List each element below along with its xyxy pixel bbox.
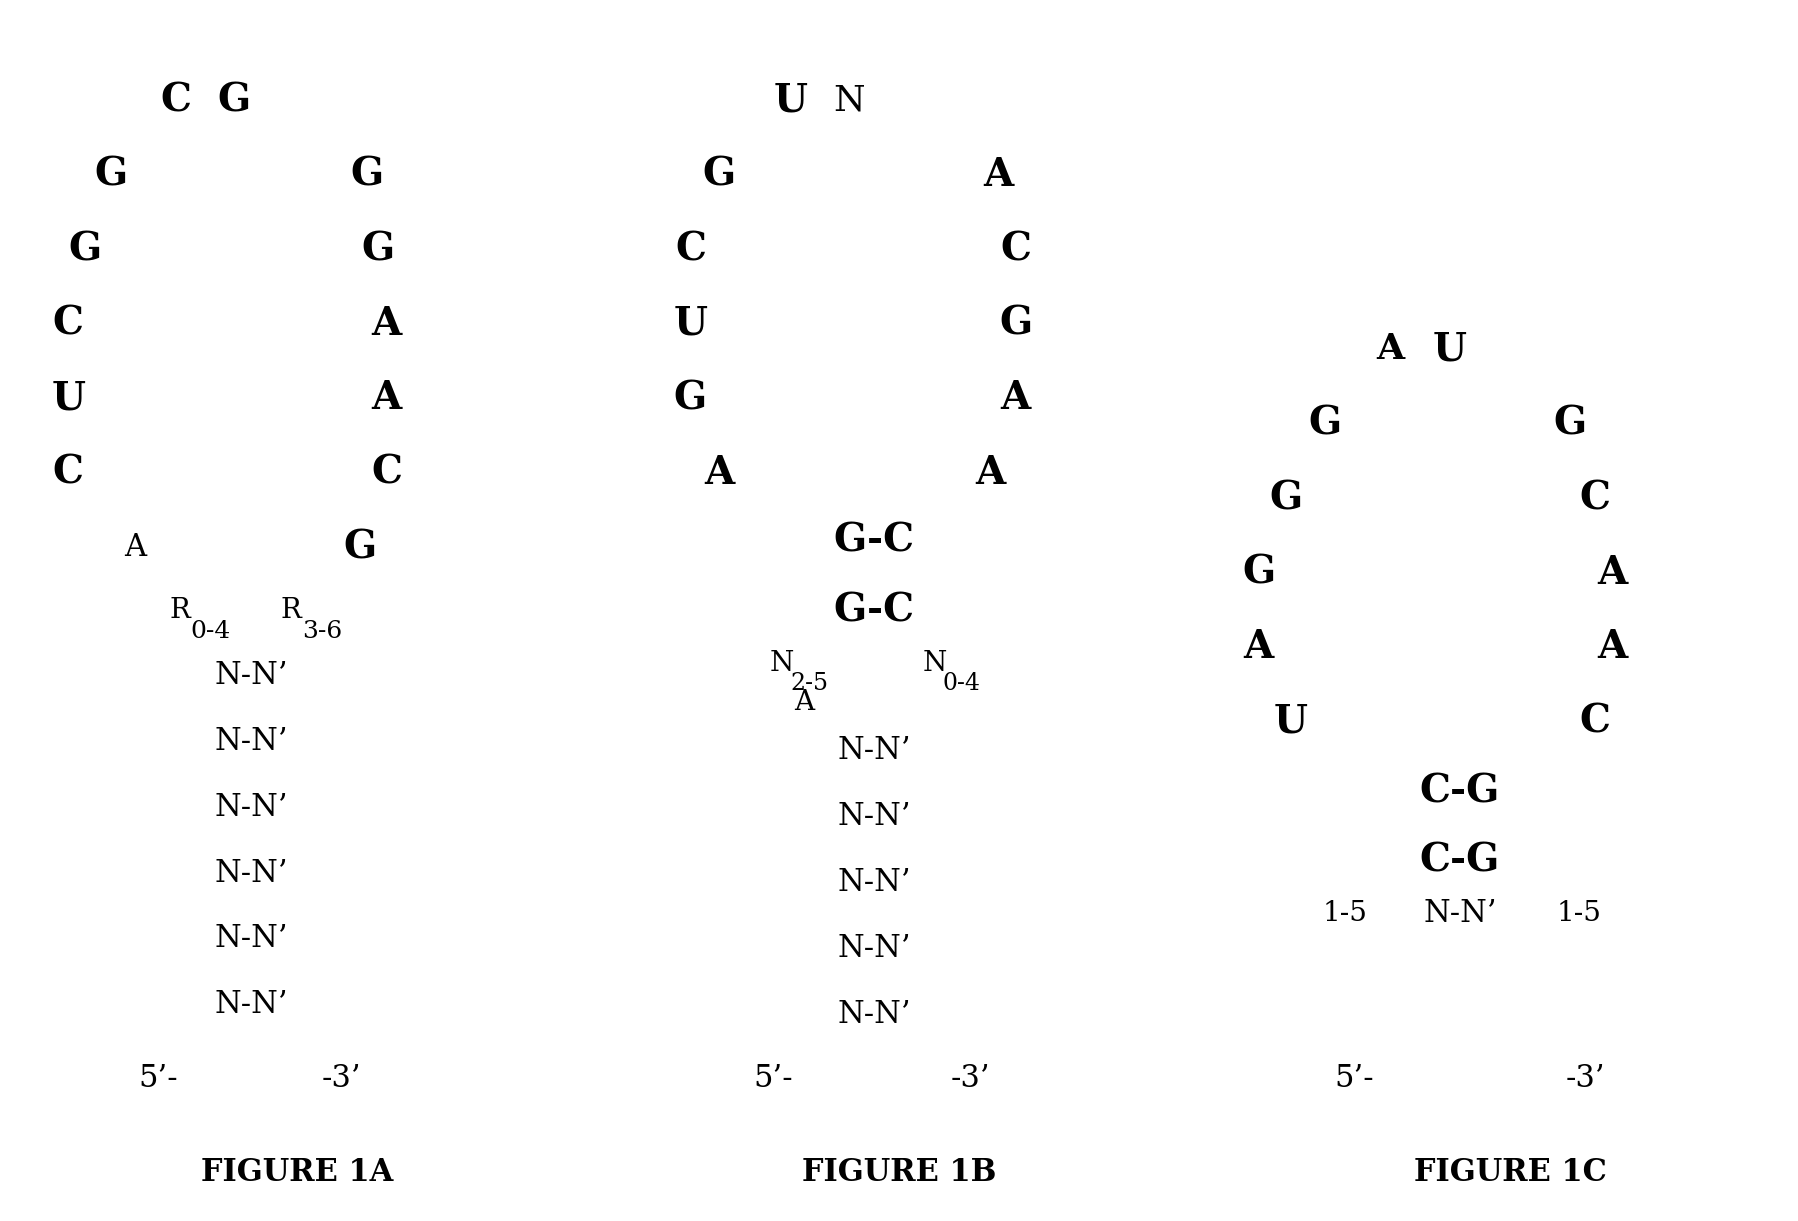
Text: N-N’: N-N’: [838, 999, 910, 1031]
Text: A: A: [1244, 628, 1273, 667]
Text: A: A: [372, 304, 401, 343]
Text: N-N’: N-N’: [1424, 897, 1496, 929]
Text: N: N: [922, 650, 948, 676]
Text: C-G: C-G: [1420, 841, 1500, 880]
Text: G-C: G-C: [832, 521, 915, 560]
Text: A: A: [1598, 553, 1627, 592]
Text: A: A: [124, 531, 146, 563]
Text: G: G: [68, 230, 101, 269]
Text: U: U: [1433, 330, 1465, 369]
Text: N-N’: N-N’: [838, 933, 910, 965]
Text: A: A: [976, 453, 1005, 492]
Text: N: N: [832, 83, 865, 117]
Text: N-N’: N-N’: [838, 735, 910, 767]
Text: C: C: [52, 304, 85, 343]
Text: C-G: C-G: [1420, 772, 1500, 811]
Text: U: U: [775, 81, 807, 120]
Text: 0-4: 0-4: [942, 673, 982, 695]
Text: G: G: [1000, 304, 1032, 343]
Text: G-C: G-C: [832, 591, 915, 630]
Text: G: G: [95, 155, 128, 194]
Text: -3’: -3’: [322, 1062, 361, 1094]
Text: C: C: [52, 453, 85, 492]
Text: G: G: [1309, 404, 1341, 443]
Text: C: C: [1000, 230, 1032, 269]
Text: 2-5: 2-5: [789, 673, 829, 695]
Text: G: G: [343, 527, 376, 567]
Text: N-N’: N-N’: [216, 791, 288, 823]
Text: N-N’: N-N’: [838, 867, 910, 899]
Text: 1-5: 1-5: [1323, 900, 1366, 927]
Text: G: G: [703, 155, 735, 194]
Text: R: R: [280, 597, 302, 624]
Text: C: C: [160, 81, 192, 120]
Text: G: G: [1242, 553, 1275, 592]
Text: A: A: [705, 453, 734, 492]
Text: C: C: [1579, 479, 1611, 518]
Text: 0-4: 0-4: [191, 620, 230, 642]
Text: 5’-: 5’-: [1334, 1062, 1374, 1094]
Text: FIGURE 1B: FIGURE 1B: [802, 1156, 996, 1188]
Text: -3’: -3’: [951, 1062, 991, 1094]
Text: FIGURE 1C: FIGURE 1C: [1413, 1156, 1607, 1188]
Text: N-N’: N-N’: [216, 857, 288, 889]
Text: U: U: [52, 379, 85, 418]
Text: C: C: [370, 453, 403, 492]
Text: N-N’: N-N’: [216, 725, 288, 757]
Text: C: C: [674, 230, 707, 269]
Text: FIGURE 1A: FIGURE 1A: [201, 1156, 392, 1188]
Text: A: A: [372, 379, 401, 418]
Text: N-N’: N-N’: [216, 923, 288, 955]
Text: A: A: [1375, 332, 1404, 366]
Text: G: G: [218, 81, 250, 120]
Text: G: G: [351, 155, 383, 194]
Text: U: U: [1275, 702, 1307, 741]
Text: G: G: [674, 379, 707, 418]
Text: A: A: [793, 689, 814, 716]
Text: 5’-: 5’-: [138, 1062, 178, 1094]
Text: G: G: [1553, 404, 1586, 443]
Text: C: C: [1579, 702, 1611, 741]
Text: N-N’: N-N’: [216, 989, 288, 1021]
Text: N-N’: N-N’: [838, 801, 910, 833]
Text: G: G: [361, 230, 394, 269]
Text: G: G: [1269, 479, 1302, 518]
Text: A: A: [1598, 628, 1627, 667]
Text: -3’: -3’: [1566, 1062, 1606, 1094]
Text: 5’-: 5’-: [753, 1062, 793, 1094]
Text: A: A: [1001, 379, 1030, 418]
Text: 1-5: 1-5: [1557, 900, 1600, 927]
Text: N: N: [770, 650, 795, 676]
Text: R: R: [169, 597, 191, 624]
Text: 3-6: 3-6: [302, 620, 342, 642]
Text: A: A: [984, 155, 1012, 194]
Text: U: U: [674, 304, 707, 343]
Text: N-N’: N-N’: [216, 659, 288, 691]
